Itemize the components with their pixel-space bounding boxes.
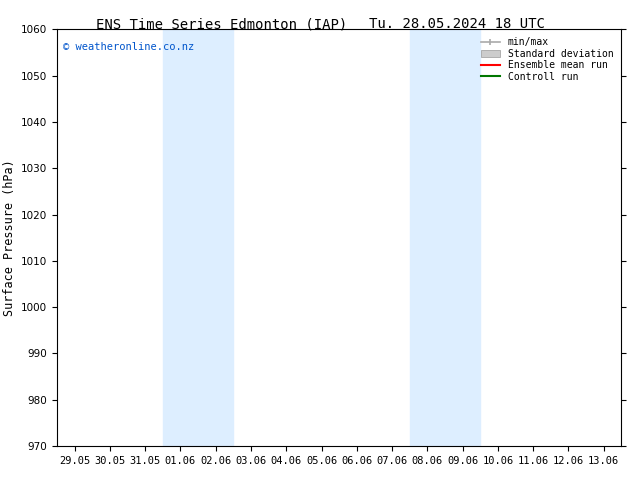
Text: © weatheronline.co.nz: © weatheronline.co.nz [63, 42, 194, 52]
Bar [410, 29, 481, 446]
Legend: min/max, Standard deviation, Ensemble mean run, Controll run: min/max, Standard deviation, Ensemble me… [477, 34, 616, 84]
Bar [163, 29, 233, 446]
Text: ENS Time Series Edmonton (IAP): ENS Time Series Edmonton (IAP) [96, 17, 347, 31]
Y-axis label: Surface Pressure (hPa): Surface Pressure (hPa) [3, 159, 15, 316]
Text: Tu. 28.05.2024 18 UTC: Tu. 28.05.2024 18 UTC [368, 17, 545, 31]
